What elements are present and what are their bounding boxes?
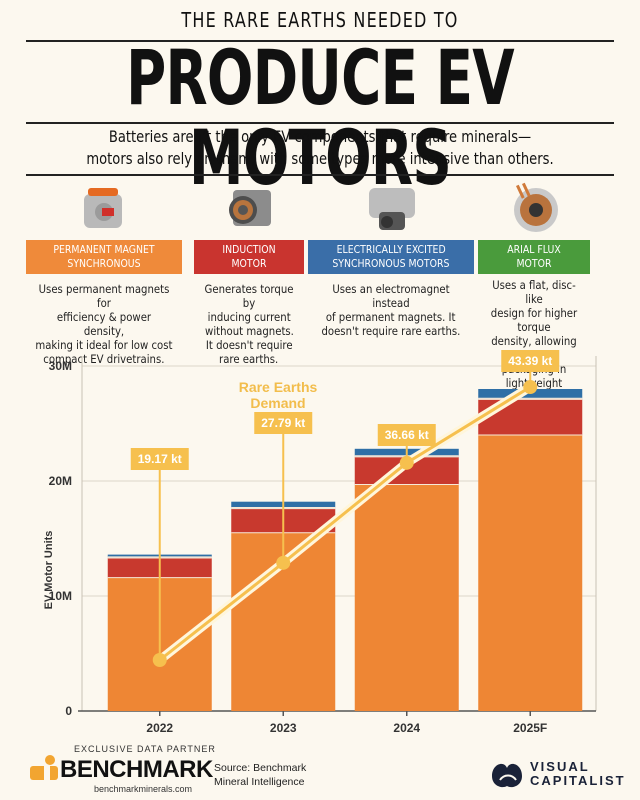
motor-tag: INDUCTION MOTOR	[194, 240, 304, 274]
motor-tag: PERMANENT MAGNET SYNCHRONOUS	[26, 240, 182, 274]
line-series-halo	[155, 382, 535, 665]
data-label: 36.66 kt	[385, 428, 429, 442]
line-point	[399, 455, 414, 470]
partner-url[interactable]: benchmarkminerals.com	[94, 784, 193, 794]
subtitle-line: Batteries aren’t the only EV components …	[108, 127, 532, 146]
data-label: 19.17 kt	[138, 452, 182, 466]
brand-name: VISUAL CAPITALIST	[530, 759, 626, 788]
chart: 0 10M 20M 30M 2022 2023 2024 2025F 19.17 kt 27.79…	[43, 350, 597, 735]
bar-segment	[478, 398, 583, 400]
line-point	[152, 653, 167, 667]
motor-card-ee: ELECTRICALLY EXCITED SYNCHRONOUS MOTORS U…	[308, 182, 474, 338]
motor-description: Uses an electromagnet instead of permanen…	[321, 282, 461, 338]
motor-tag: ARIAL FLUX MOTOR	[478, 240, 590, 274]
y-tick-label: 0	[65, 704, 72, 718]
motor-card-induction: INDUCTION MOTOR Generates torque by induc…	[194, 182, 304, 366]
partner-label: EXCLUSIVE DATA PARTNER	[74, 744, 216, 754]
subtitle: Batteries aren’t the only EV components …	[0, 126, 640, 170]
line-title: Demand	[250, 395, 305, 411]
data-label-box	[254, 412, 313, 434]
ee-motor-icon	[361, 182, 421, 234]
motor-tag: ELECTRICALLY EXCITED SYNCHRONOUS MOTORS	[308, 240, 474, 274]
page-title: PRODUCE EV MOTORS	[126, 33, 514, 202]
x-tick-label: 2024	[393, 721, 420, 735]
y-axis-label: EV Motor Units	[43, 531, 55, 610]
line-point	[523, 380, 538, 394]
x-tick-label: 2022	[146, 721, 173, 735]
subtitle-line: motors also rely on them, with some type…	[86, 149, 554, 168]
axial-flux-motor-icon	[504, 182, 564, 234]
pm-motor-icon	[74, 182, 134, 234]
bar-segment	[478, 435, 583, 711]
line-series	[158, 385, 532, 662]
motor-card-pm: PERMANENT MAGNET SYNCHRONOUS Uses perman…	[26, 182, 182, 366]
y-tick-label: 20M	[49, 474, 72, 488]
bar-segment	[354, 484, 459, 711]
motor-description: Generates torque by inducing current witho…	[204, 282, 294, 366]
motor-description: Uses permanent magnets for efficiency & p…	[35, 282, 173, 366]
source-text: Source: Benchmark Mineral Intelligence	[214, 762, 307, 788]
kicker: THE RARE EARTHS NEEDED TO	[181, 8, 459, 32]
x-tick-label: 2025F	[513, 721, 547, 735]
y-tick-label: 10M	[49, 589, 72, 603]
induction-motor-icon	[219, 182, 279, 234]
divider	[26, 174, 614, 176]
divider	[26, 122, 614, 124]
data-label-box	[130, 448, 189, 470]
partner-name: BENCHMARK	[60, 756, 213, 783]
data-label-box	[377, 424, 436, 446]
x-tick-label: 2023	[270, 721, 297, 735]
line-point	[276, 555, 291, 570]
divider	[26, 40, 614, 42]
y-tick-label: 30M	[49, 359, 72, 373]
visual-capitalist-logo-icon	[488, 758, 526, 795]
data-label-box	[501, 350, 560, 372]
benchmark-logo-icon	[28, 754, 60, 789]
data-label: 27.79 kt	[261, 416, 305, 430]
line-title: Rare Earths	[239, 379, 318, 395]
data-label: 43.39 kt	[508, 354, 552, 368]
